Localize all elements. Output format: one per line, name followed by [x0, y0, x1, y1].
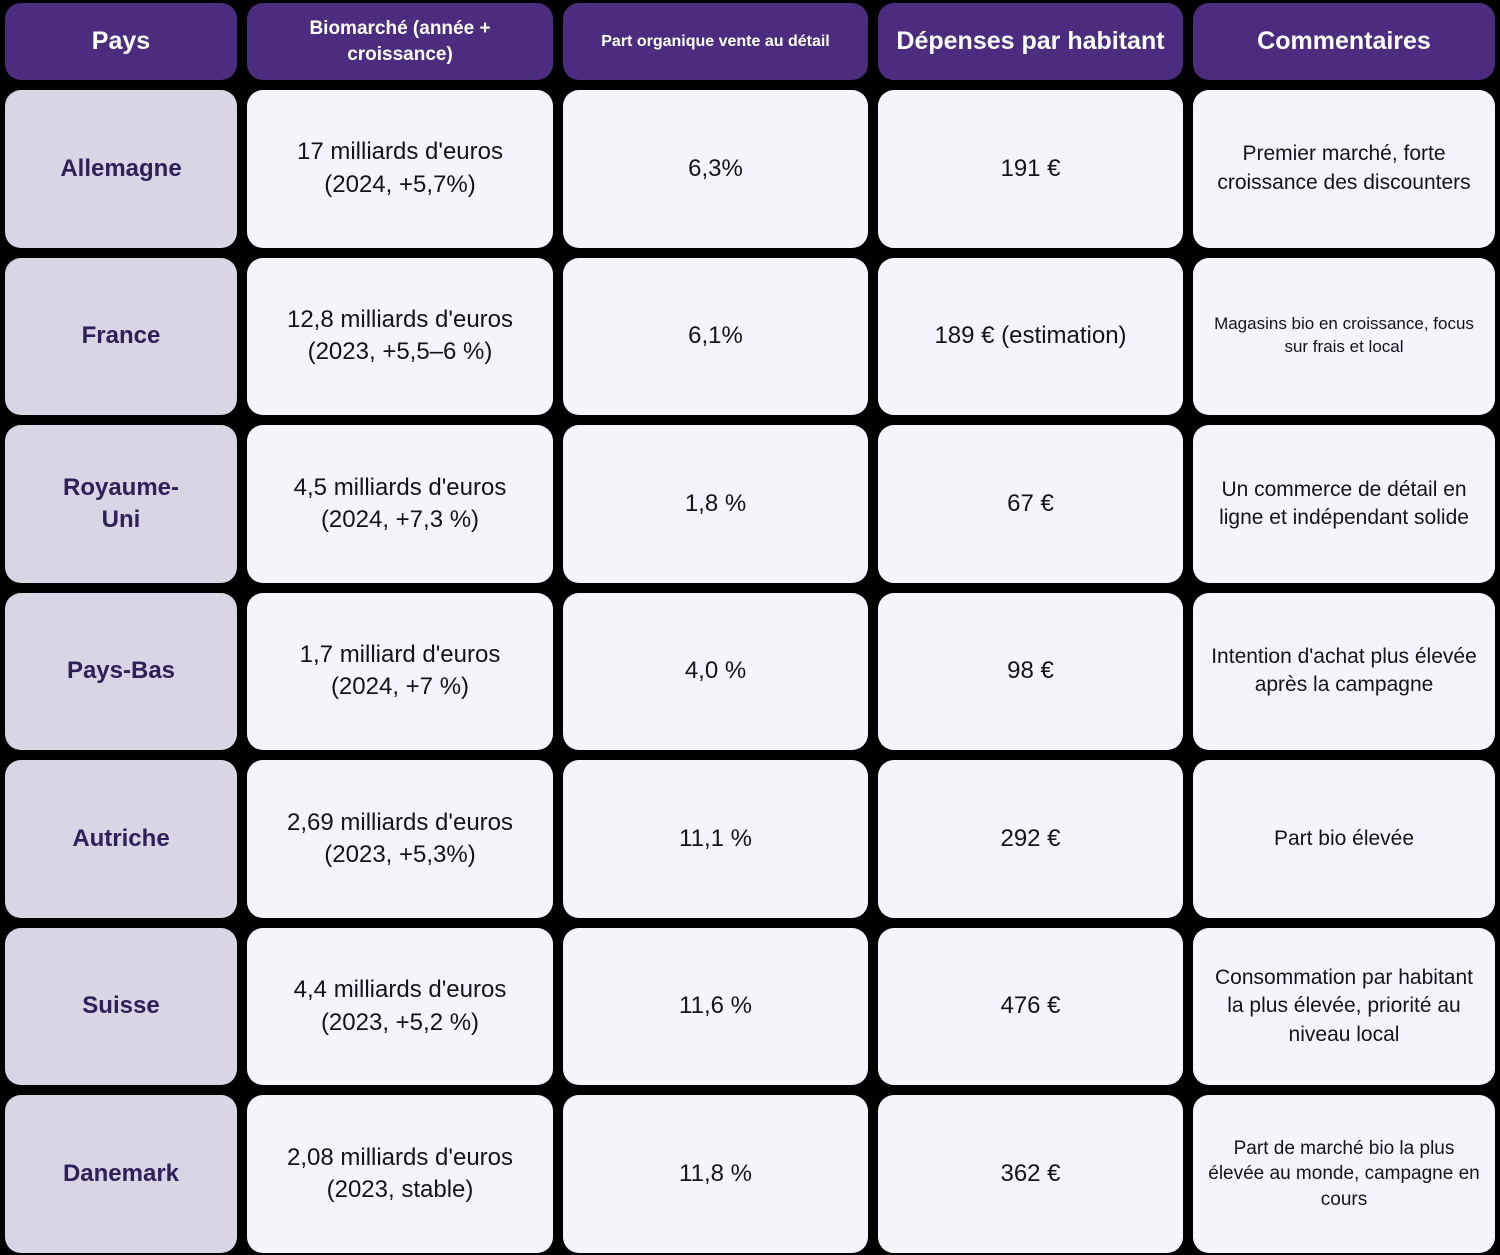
- cell-depenses: 476 €: [878, 927, 1183, 1086]
- header-cell-depenses: Dépenses par habitant: [878, 3, 1183, 80]
- cell-depenses: 67 €: [878, 425, 1183, 583]
- cell-part-organique: 6,3%: [563, 90, 868, 248]
- cell-commentaires: Part de marché bio la plus élevée au mon…: [1193, 1095, 1495, 1253]
- cell-depenses: 98 €: [878, 592, 1183, 751]
- header-cell-pays: Pays: [5, 3, 237, 80]
- cell-commentaires: Magasins bio en croissance, focus sur fr…: [1193, 257, 1495, 416]
- cell-pays: France: [5, 257, 237, 416]
- cell-biomarche: 2,69 milliards d'euros (2023, +5,3%): [247, 760, 553, 918]
- cell-biomarche: 4,4 milliards d'euros (2023, +5,2 %): [247, 927, 553, 1086]
- cell-depenses: 189 € (estimation): [878, 257, 1183, 416]
- cell-pays: Allemagne: [5, 90, 237, 248]
- cell-biomarche: 17 milliards d'euros (2024, +5,7%): [247, 90, 553, 248]
- cell-biomarche: 4,5 milliards d'euros (2024, +7,3 %): [247, 425, 553, 583]
- cell-biomarche: 1,7 milliard d'euros (2024, +7 %): [247, 592, 553, 751]
- cell-biomarche: 12,8 milliards d'euros (2023, +5,5–6 %): [247, 257, 553, 416]
- cell-pays: Autriche: [5, 760, 237, 918]
- cell-commentaires: Consommation par habitant la plus élevée…: [1193, 927, 1495, 1086]
- header-cell-biomarche: Biomarché (année + croissance): [247, 3, 553, 80]
- header-cell-part-organique: Part organique vente au détail: [563, 3, 868, 80]
- cell-part-organique: 6,1%: [563, 257, 868, 416]
- cell-commentaires: Intention d'achat plus élevée après la c…: [1193, 592, 1495, 751]
- cell-commentaires: Premier marché, forte croissance des dis…: [1193, 90, 1495, 248]
- cell-depenses: 191 €: [878, 90, 1183, 248]
- cell-part-organique: 11,8 %: [563, 1095, 868, 1253]
- cell-pays: Danemark: [5, 1095, 237, 1253]
- cell-part-organique: 11,1 %: [563, 760, 868, 918]
- cell-commentaires: Part bio élevée: [1193, 760, 1495, 918]
- cell-depenses: 362 €: [878, 1095, 1183, 1253]
- cell-commentaires: Un commerce de détail en ligne et indépe…: [1193, 425, 1495, 583]
- cell-biomarche: 2,08 milliards d'euros (2023, stable): [247, 1095, 553, 1253]
- cell-part-organique: 4,0 %: [563, 592, 868, 751]
- cell-depenses: 292 €: [878, 760, 1183, 918]
- header-cell-commentaires: Commentaires: [1193, 3, 1495, 80]
- cell-pays: Royaume- Uni: [5, 425, 237, 583]
- cell-pays: Suisse: [5, 927, 237, 1086]
- cell-part-organique: 1,8 %: [563, 425, 868, 583]
- cell-part-organique: 11,6 %: [563, 927, 868, 1086]
- cell-pays: Pays-Bas: [5, 592, 237, 751]
